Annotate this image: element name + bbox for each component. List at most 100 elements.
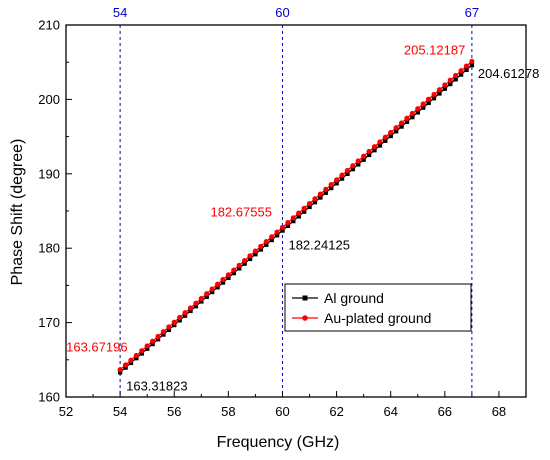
data-point (393, 129, 399, 134)
data-point (161, 332, 166, 337)
data-point (404, 119, 410, 125)
data-point (382, 134, 388, 140)
data-point (166, 327, 172, 332)
data-point (436, 87, 443, 93)
data-point (188, 308, 193, 314)
data-point (269, 237, 274, 243)
data-point (117, 367, 123, 373)
data-point (355, 158, 361, 164)
data-point (285, 220, 291, 226)
legend: Al ground Au-plated ground (284, 283, 472, 332)
x-tick-label-58: 58 (221, 404, 235, 419)
reference-lines (119, 25, 473, 397)
data-point (247, 256, 253, 262)
data-point (144, 346, 150, 351)
legend-label-al-ground: Al ground (324, 290, 384, 306)
data-point (410, 114, 415, 120)
annotation-4: 205.12187 (404, 42, 465, 57)
data-point (356, 162, 361, 167)
y-tick-label-180: 180 (38, 241, 60, 256)
y-tick-label-160: 160 (38, 390, 60, 405)
data-point (139, 348, 145, 354)
data-point (464, 67, 469, 73)
data-point (425, 96, 432, 102)
data-point (242, 261, 247, 266)
x-tick-label-62: 62 (329, 404, 343, 419)
data-point (334, 181, 339, 186)
data-point (123, 365, 128, 370)
data-point (398, 120, 405, 126)
data-annotations: 163.67196 163.31823 182.67555 182.24125 205.… (66, 42, 539, 393)
data-point (144, 343, 150, 349)
data-point (117, 370, 123, 375)
data-point (264, 242, 269, 247)
data-point (442, 86, 448, 91)
data-point (318, 195, 323, 200)
data-point (404, 115, 410, 121)
data-point (350, 163, 356, 169)
legend-marker-al-ground (302, 295, 308, 301)
data-point (290, 215, 296, 221)
x-tick-label-56: 56 (167, 404, 181, 419)
data-point (198, 295, 204, 302)
data-point (133, 352, 139, 359)
legend-marker-au-plated-ground (302, 315, 308, 321)
data-point (166, 324, 172, 330)
data-point (236, 262, 242, 268)
data-point (388, 129, 394, 136)
data-point (323, 186, 329, 192)
data-point (291, 218, 296, 224)
data-point (361, 153, 367, 159)
data-point (377, 143, 383, 148)
data-point (458, 72, 464, 77)
data-point (139, 351, 144, 356)
x-tick-label-52: 52 (59, 404, 73, 419)
data-point (241, 257, 248, 264)
data-point (225, 272, 231, 278)
annotation-3: 182.24125 (288, 238, 349, 253)
data-point (209, 289, 215, 295)
data-point (442, 82, 448, 88)
data-point (193, 300, 199, 306)
top-tick-label-54: 54 (113, 5, 127, 20)
data-point (296, 210, 302, 216)
data-point (328, 182, 334, 188)
y-tick-label-200: 200 (38, 92, 60, 107)
data-point (328, 185, 334, 191)
data-point (372, 147, 377, 153)
data-point (426, 100, 431, 106)
data-point (448, 81, 453, 87)
data-point (258, 243, 264, 249)
data-point (204, 291, 210, 297)
data-point (453, 77, 458, 82)
data-point (155, 333, 161, 340)
legend-label-au-plated-ground: Au-plated ground (324, 310, 431, 326)
data-point (345, 171, 350, 176)
data-point (128, 357, 134, 363)
data-point (350, 166, 356, 172)
data-point (437, 91, 442, 96)
data-point (258, 247, 264, 252)
data-point (333, 177, 340, 183)
data-point (431, 91, 437, 98)
data-point (415, 106, 421, 112)
data-point (171, 319, 177, 325)
data-point (253, 251, 258, 257)
annotation-5: 204.61278 (478, 66, 539, 81)
data-point (214, 281, 221, 287)
y-tick-label-170: 170 (38, 315, 60, 330)
data-point (377, 139, 383, 145)
x-tick-label-64: 64 (383, 404, 397, 419)
legend-box (284, 283, 472, 332)
data-point (122, 362, 129, 368)
data-point (339, 176, 345, 181)
data-point (344, 167, 351, 174)
annotation-2: 182.67555 (210, 204, 271, 219)
data-point (220, 276, 226, 283)
data-point (317, 191, 323, 197)
data-point (420, 101, 426, 107)
data-point (187, 305, 194, 311)
data-point (415, 110, 420, 115)
data-point (209, 286, 215, 292)
data-point (193, 303, 199, 309)
